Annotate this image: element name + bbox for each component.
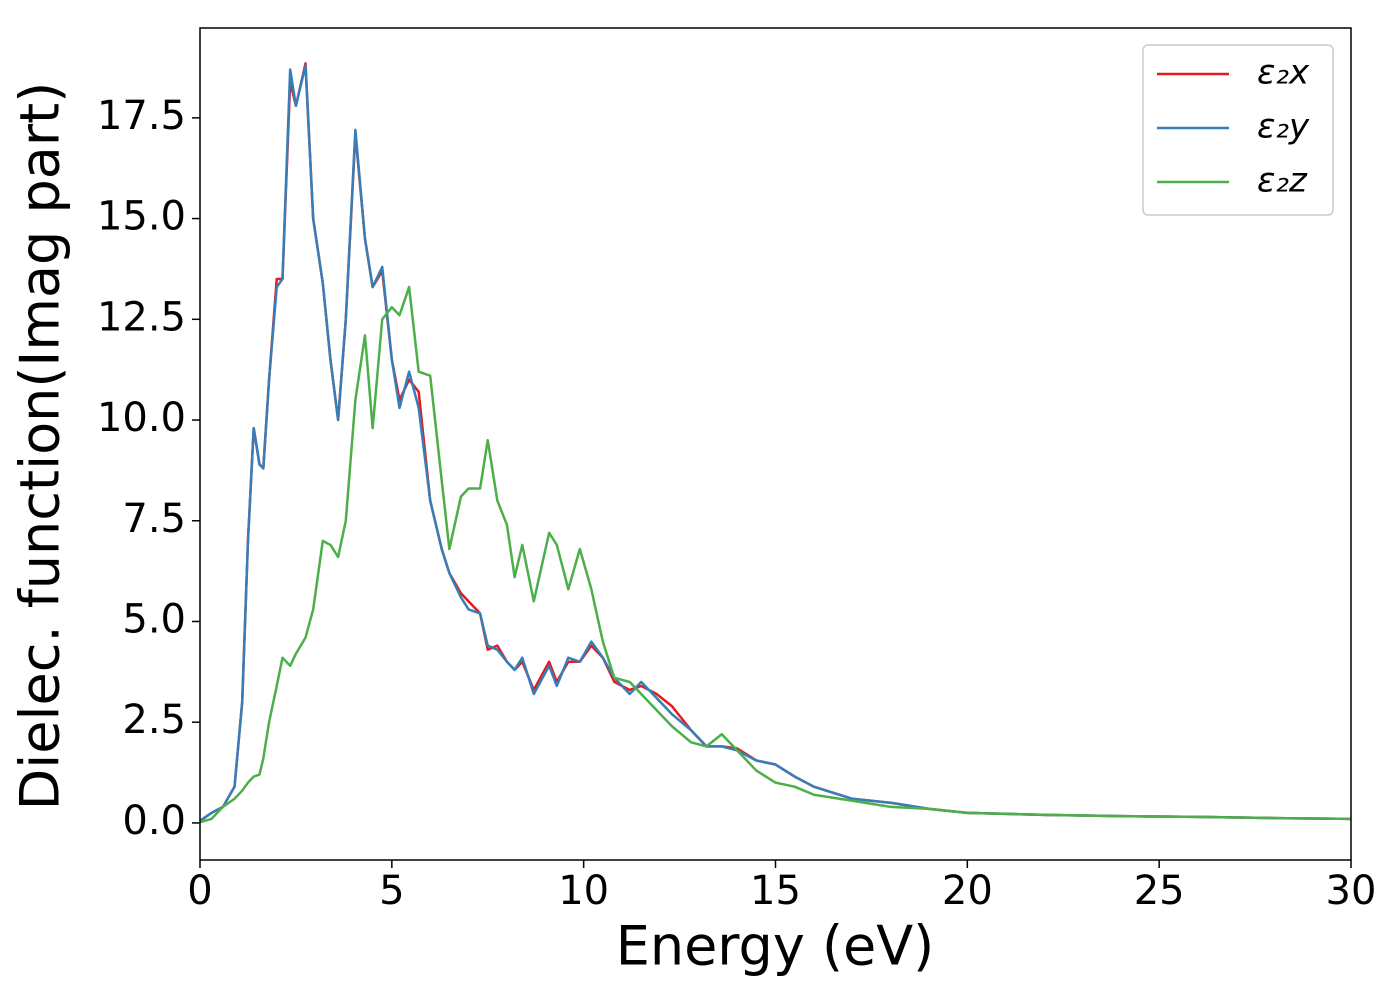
y-tick-label: 0.0 xyxy=(122,798,186,844)
y-tick-label: 17.5 xyxy=(97,93,186,139)
data-line xyxy=(199,64,1352,822)
y-tick-label: 12.5 xyxy=(97,294,186,340)
x-tick-label: 30 xyxy=(1326,868,1377,914)
x-tick-label: 15 xyxy=(750,868,801,914)
legend-box xyxy=(1142,44,1334,216)
x-tick-label: 0 xyxy=(187,868,212,914)
y-tick-label: 15.0 xyxy=(97,194,186,240)
y-axis-label: Dielec. function(Imag part) xyxy=(9,82,72,811)
x-tick-label: 10 xyxy=(558,868,609,914)
y-tick-label: 2.5 xyxy=(122,697,186,743)
plot-frame xyxy=(199,27,1352,861)
y-tick-label: 10.0 xyxy=(97,395,186,441)
legend-label: ε₂z xyxy=(1257,161,1308,201)
data-line xyxy=(199,285,1352,824)
x-tick-label: 20 xyxy=(942,868,993,914)
legend-label: ε₂x xyxy=(1257,53,1310,93)
y-tick-label: 7.5 xyxy=(122,496,186,542)
x-tick-label: 25 xyxy=(1134,868,1185,914)
x-tick-label: 5 xyxy=(379,868,404,914)
legend-label: ε₂y xyxy=(1257,107,1310,147)
y-tick-label: 5.0 xyxy=(122,596,186,642)
x-axis-label: Energy (eV) xyxy=(616,915,935,978)
